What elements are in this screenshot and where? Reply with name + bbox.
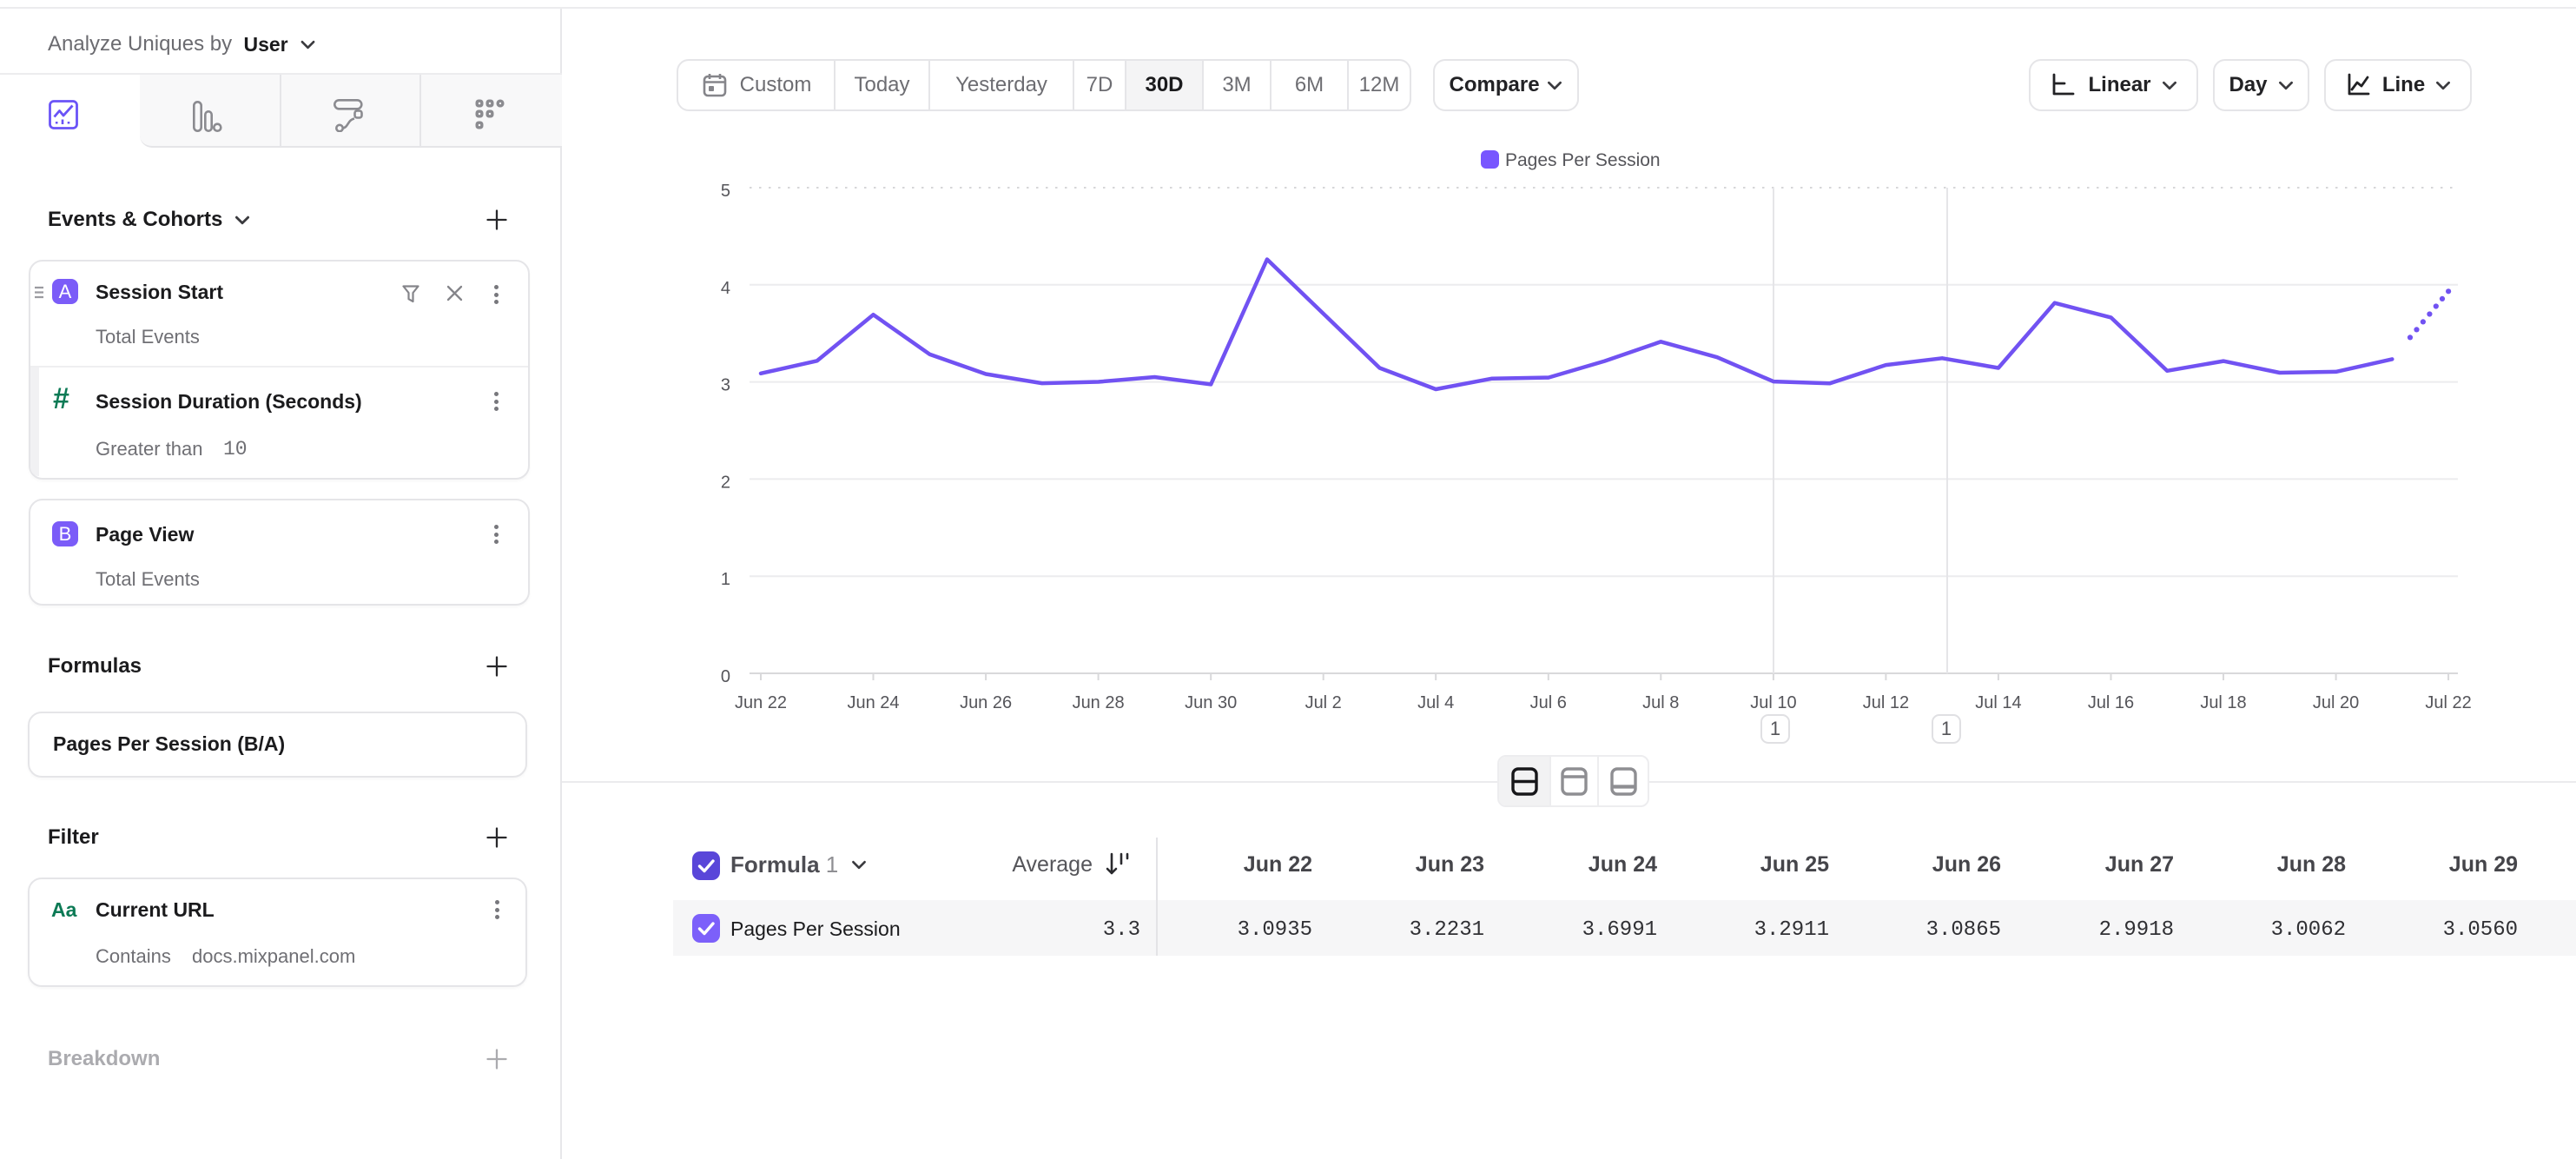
svg-text:Jun 24: Jun 24 xyxy=(847,693,899,712)
svg-text:Jun 30: Jun 30 xyxy=(1185,693,1237,712)
svg-text:Jul 22: Jul 22 xyxy=(2425,693,2471,712)
svg-text:Jul 18: Jul 18 xyxy=(2200,693,2246,712)
svg-text:5: 5 xyxy=(721,182,730,201)
svg-text:Jul 20: Jul 20 xyxy=(2313,693,2359,712)
svg-text:2: 2 xyxy=(721,473,730,492)
svg-text:Jul 4: Jul 4 xyxy=(1417,693,1454,712)
svg-text:Jul 14: Jul 14 xyxy=(1975,693,2021,712)
svg-text:Jul 2: Jul 2 xyxy=(1305,693,1342,712)
svg-text:Jul 16: Jul 16 xyxy=(2088,693,2134,712)
svg-text:1: 1 xyxy=(721,570,730,589)
svg-text:Jul 12: Jul 12 xyxy=(1863,693,1909,712)
svg-text:Jul 6: Jul 6 xyxy=(1530,693,1567,712)
svg-text:Jul 10: Jul 10 xyxy=(1750,693,1796,712)
svg-text:Jun 26: Jun 26 xyxy=(960,693,1012,712)
svg-text:4: 4 xyxy=(721,279,730,298)
svg-text:Jun 28: Jun 28 xyxy=(1073,693,1125,712)
svg-text:0: 0 xyxy=(721,667,730,686)
svg-text:Jun 22: Jun 22 xyxy=(735,693,787,712)
svg-text:Jul 8: Jul 8 xyxy=(1642,693,1679,712)
svg-text:3: 3 xyxy=(721,376,730,395)
